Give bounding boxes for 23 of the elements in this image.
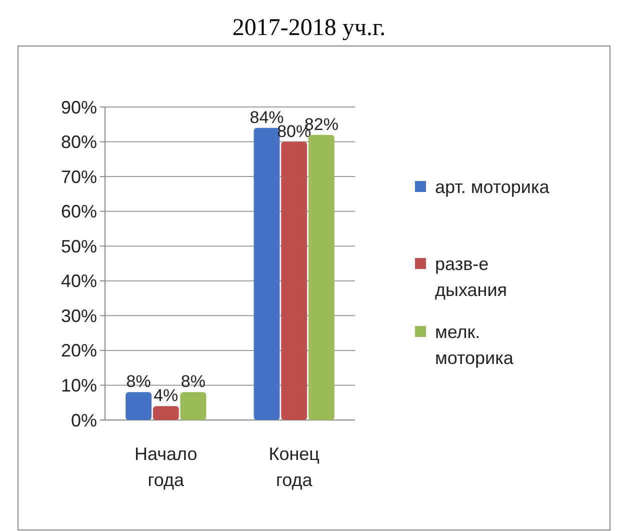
y-tick-label: 80%: [60, 132, 97, 152]
chart-title: 2017-2018 уч.г.: [232, 15, 386, 41]
y-tick-label: 20%: [60, 340, 97, 361]
x-tick-label: Конец года: [268, 444, 320, 490]
y-tick-label: 10%: [60, 376, 97, 396]
y-tick-label: 60%: [60, 202, 97, 222]
data-label: 8%: [180, 372, 206, 392]
legend-label: мелк. моторика: [435, 322, 514, 368]
legend-label: арт. моторика: [435, 177, 550, 197]
bar: [152, 406, 179, 420]
bar: [180, 392, 206, 420]
data-label: 8%: [126, 372, 151, 392]
y-tick-label: 40%: [60, 271, 97, 292]
y-tick-label: 70%: [60, 166, 97, 187]
data-label: 4%: [154, 386, 178, 406]
bar: [126, 392, 152, 420]
legend-label: разв-е дыхания: [435, 254, 507, 300]
y-tick-label: 50%: [60, 236, 97, 256]
bar: [281, 142, 308, 420]
y-tick-label: 30%: [60, 306, 97, 326]
x-tick-label: Начало года: [134, 444, 198, 490]
y-tick-label: 90%: [60, 97, 97, 118]
y-tick-label: 0%: [70, 410, 97, 430]
